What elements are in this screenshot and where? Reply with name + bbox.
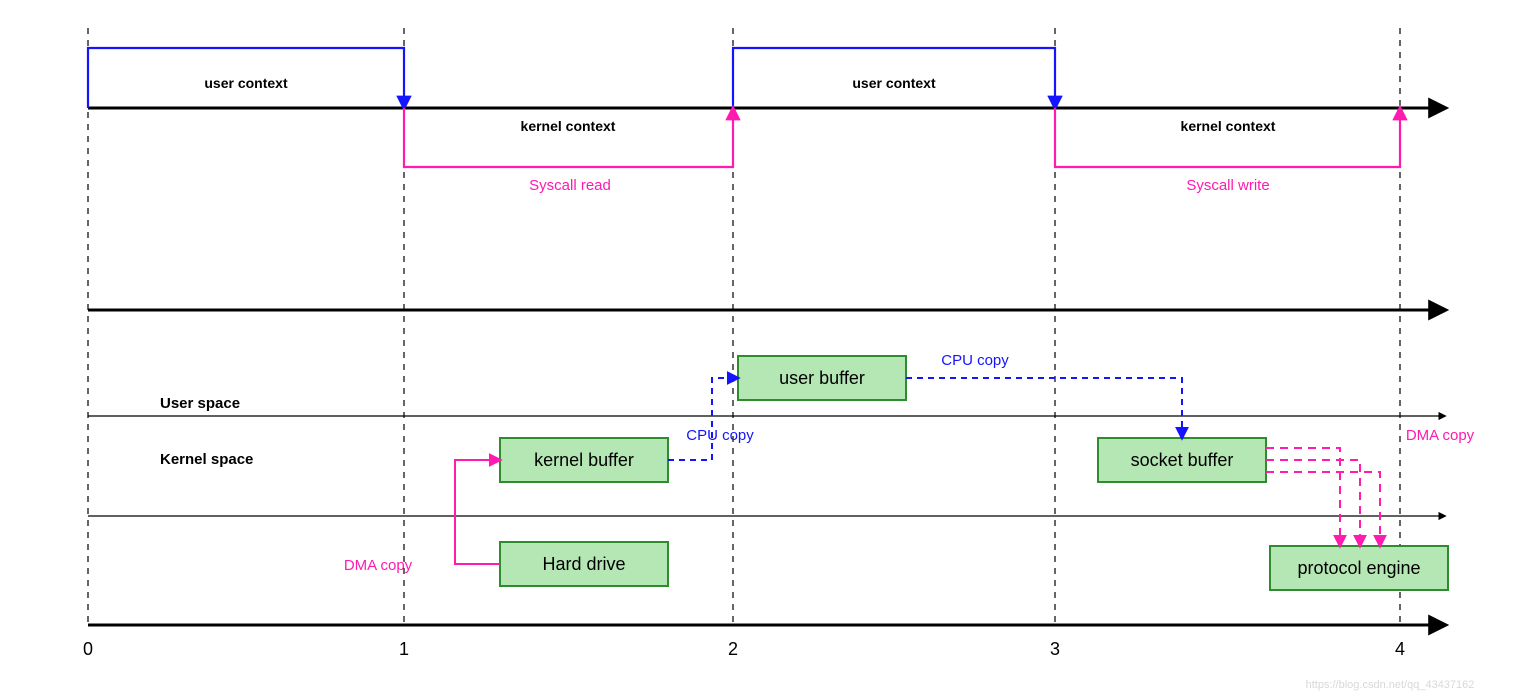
- axis-tick-label: 0: [83, 639, 93, 659]
- watermark: https://blog.csdn.net/qq_43437162: [1306, 679, 1475, 691]
- user-buffer-box: user buffer: [738, 356, 906, 400]
- flow-label-dma2c: DMA copy: [1406, 427, 1475, 444]
- flow-cpu1: [668, 378, 738, 460]
- kernel-context-bracket-0: [404, 108, 733, 167]
- socket-buffer-box: socket buffer: [1098, 438, 1266, 482]
- flow-dma1: [455, 460, 500, 564]
- flow-label-cpu1: CPU copy: [686, 427, 754, 444]
- user-buffer-label: user buffer: [779, 368, 865, 388]
- protocol-engine-label: protocol engine: [1297, 558, 1420, 578]
- kernel-buffer-box: kernel buffer: [500, 438, 668, 482]
- axis-tick-label: 3: [1050, 639, 1060, 659]
- axis-tick-label: 4: [1395, 639, 1405, 659]
- axis-tick-label: 1: [399, 639, 409, 659]
- space-label: User space: [160, 395, 240, 412]
- flow-dma2a: [1266, 448, 1340, 546]
- hard-drive-box: Hard drive: [500, 542, 668, 586]
- context-label: user context: [204, 75, 288, 91]
- protocol-engine-box: protocol engine: [1270, 546, 1448, 590]
- axis-tick-label: 2: [728, 639, 738, 659]
- context-label: user context: [852, 75, 936, 91]
- flow-cpu2: [906, 378, 1182, 438]
- flow-label-dma1: DMA copy: [344, 557, 413, 574]
- context-label: kernel context: [521, 118, 616, 134]
- flow-label-cpu2: CPU copy: [941, 352, 1009, 369]
- syscall-label: Syscall write: [1186, 177, 1269, 194]
- kernel-buffer-label: kernel buffer: [534, 450, 634, 470]
- syscall-label: Syscall read: [529, 177, 611, 194]
- flow-dma2c: [1266, 472, 1380, 546]
- kernel-context-bracket-1: [1055, 108, 1400, 167]
- space-label: Kernel space: [160, 451, 253, 468]
- context-label: kernel context: [1181, 118, 1276, 134]
- socket-buffer-label: socket buffer: [1131, 450, 1234, 470]
- hard-drive-label: Hard drive: [542, 554, 625, 574]
